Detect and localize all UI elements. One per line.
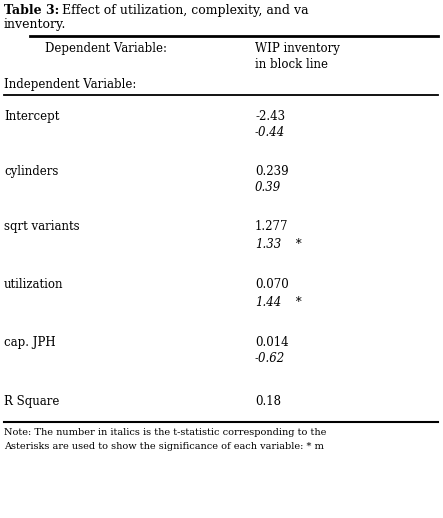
Text: 0.39: 0.39	[255, 181, 281, 194]
Text: 1.277: 1.277	[255, 220, 288, 233]
Text: utilization: utilization	[4, 278, 63, 291]
Text: *: *	[292, 238, 302, 251]
Text: sqrt variants: sqrt variants	[4, 220, 80, 233]
Text: 0.014: 0.014	[255, 336, 289, 349]
Text: cylinders: cylinders	[4, 165, 58, 178]
Text: 1.33: 1.33	[255, 238, 281, 251]
Text: inventory.: inventory.	[4, 18, 66, 31]
Text: 0.239: 0.239	[255, 165, 289, 178]
Text: in block line: in block line	[255, 58, 328, 71]
Text: Effect of utilization, complexity, and va: Effect of utilization, complexity, and v…	[62, 4, 309, 17]
Text: Asterisks are used to show the significance of each variable: * m: Asterisks are used to show the significa…	[4, 442, 324, 451]
Text: WIP inventory: WIP inventory	[255, 42, 340, 55]
Text: Independent Variable:: Independent Variable:	[4, 78, 136, 91]
Text: cap. JPH: cap. JPH	[4, 336, 56, 349]
Text: *: *	[292, 296, 302, 309]
Text: 1.44: 1.44	[255, 296, 281, 309]
Text: -0.62: -0.62	[255, 352, 285, 365]
Text: 0.18: 0.18	[255, 395, 281, 408]
Text: -0.44: -0.44	[255, 126, 285, 139]
Text: Dependent Variable:: Dependent Variable:	[45, 42, 167, 55]
Text: R Square: R Square	[4, 395, 59, 408]
Text: Table 3:: Table 3:	[4, 4, 59, 17]
Text: -2.43: -2.43	[255, 110, 285, 123]
Text: Note: The number in italics is the t-statistic corresponding to the: Note: The number in italics is the t-sta…	[4, 428, 326, 437]
Text: 0.070: 0.070	[255, 278, 289, 291]
Text: Intercept: Intercept	[4, 110, 59, 123]
